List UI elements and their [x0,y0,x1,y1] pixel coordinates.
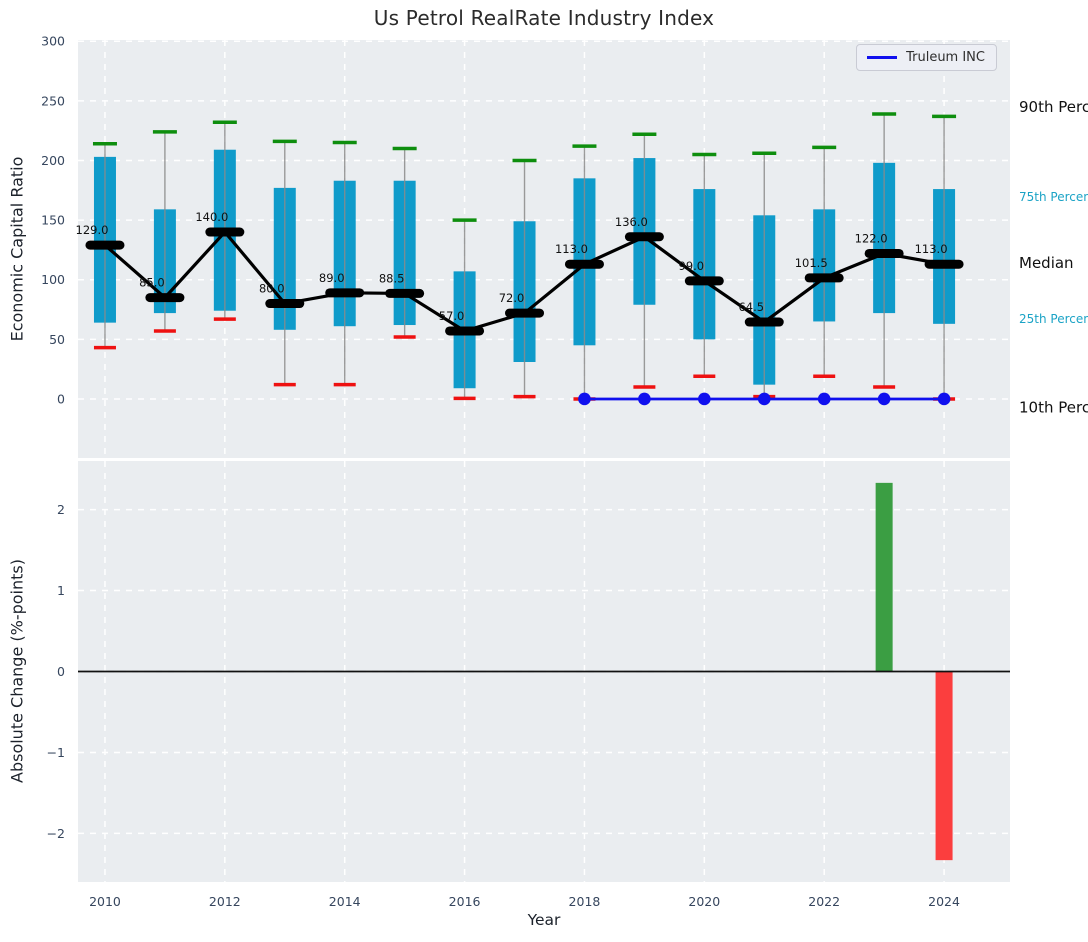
absolute-change-bar-chart: 2 1 0 −1 −2 2010 2012 2014 2016 2018 2020 2022 2024 [47,461,1010,909]
side-label-75th-percentile: 75th Percentile [1019,190,1088,204]
x-tick-label: 2018 [569,894,601,909]
median-value-label-2015: 88.5 [379,271,405,285]
truleum-point-2018 [578,392,591,406]
median-value-label-2013: 80.0 [259,282,285,296]
median-value-label-2011: 85.0 [139,276,165,290]
y-tick-label: 0 [57,664,65,679]
truleum-point-2021 [757,392,771,406]
truleum-point-2019 [638,392,651,406]
chart-title: Us Petrol RealRate Industry Index [373,6,715,30]
x-tick-label: 2016 [449,894,481,909]
change-bar-2023 [875,482,893,672]
y-tick-label: 2 [57,502,65,517]
y-tick-label: 100 [41,272,65,287]
legend-line-swatch [867,56,898,59]
median-value-label-2022: 101.5 [795,256,828,270]
y-axis-label-bottom: Absolute Change (%-points) [7,559,27,783]
median-value-label-2016: 57.0 [439,309,465,323]
y-tick-label: 250 [41,93,65,108]
median-value-label-2014: 89.0 [319,271,345,285]
truleum-point-2022 [817,392,831,406]
median-value-label-2019: 136.0 [615,215,648,229]
y-tick-label: 150 [41,213,65,228]
y-tick-label: 0 [57,391,65,406]
bottom-plot-area: 2 1 0 −1 −2 2010 2012 2014 2016 2018 2020 2022 2024 [47,461,1010,909]
change-bar-2024 [935,671,953,861]
truleum-point-2020 [698,392,711,406]
median-value-label-2017: 72.0 [499,291,525,305]
median-value-label-2023: 122.0 [855,231,888,245]
side-label-median: Median [1019,254,1074,272]
x-tick-label: 2020 [688,894,720,909]
y-tick-label: 50 [49,332,65,347]
x-tick-label: 2012 [209,894,241,909]
y-tick-label: 300 [41,34,65,49]
y-tick-label: 200 [41,153,65,168]
x-tick-label: 2024 [928,894,960,909]
side-label-10th-percentile: 10th Percentile [1019,398,1088,416]
median-value-label-2021: 64.5 [738,300,764,314]
x-tick-label: 2010 [89,894,121,909]
median-value-label-2020: 99.0 [679,259,705,273]
side-label-25th-percentile: 25th Percentile [1019,312,1088,326]
legend-label: Truleum INC [906,50,985,65]
y-tick-label: −2 [47,826,65,841]
top-plot-area: 0 50 100 150 200 250 300 129.0 85.0 140.0 80.0 89.0… [41,34,1088,458]
y-tick-label: −1 [47,745,65,760]
x-tick-label: 2022 [808,894,840,909]
truleum-point-2023 [877,392,891,406]
median-value-label-2010: 129.0 [76,223,109,237]
x-axis-label: Year [527,911,561,929]
legend: Truleum INC [856,44,997,71]
median-value-label-2018: 113.0 [555,242,588,256]
side-label-90th-percentile: 90th Percentile [1019,98,1088,116]
y-axis-label-top: Economic Capital Ratio [7,156,27,342]
truleum-point-2024 [937,392,951,406]
x-tick-label: 2014 [329,894,361,909]
percentile-boxplot-chart: 0 50 100 150 200 250 300 129.0 85.0 140.0 80.0 89.0… [41,34,1088,458]
y-tick-label: 1 [57,583,65,598]
median-value-label-2024: 113.0 [915,242,948,256]
median-value-label-2012: 140.0 [195,210,228,224]
